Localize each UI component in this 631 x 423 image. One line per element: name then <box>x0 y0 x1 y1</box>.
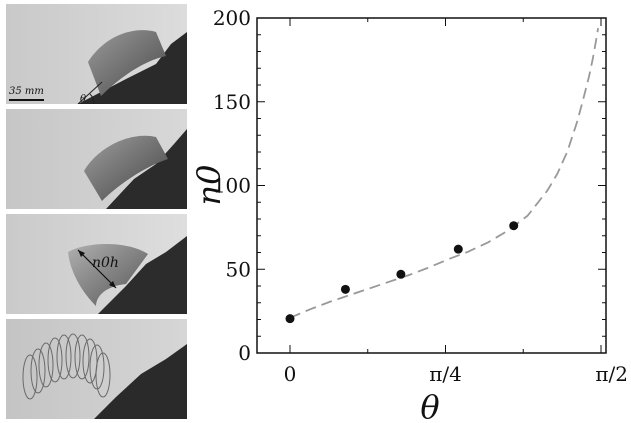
length-label: n0h <box>92 255 119 271</box>
data-point <box>396 269 406 279</box>
length-arrow <box>77 249 117 289</box>
data-point <box>285 314 295 324</box>
scale-bar <box>9 99 44 101</box>
tick-labels: 0 50 100 150 200 0 π/4 π/2 <box>213 6 628 386</box>
data-points <box>285 221 519 324</box>
photo-panel-1-image: 35 mm θ <box>6 4 187 104</box>
photo-panel-4 <box>6 319 187 419</box>
y-tick-label: 0 <box>238 341 251 365</box>
y-tick-label: 200 <box>213 6 251 30</box>
photo-panel-1: 35 mm θ <box>6 4 187 104</box>
x-tick-label: 0 <box>284 362 297 386</box>
y-tick-label: 150 <box>213 90 251 114</box>
angle-label: θ <box>80 94 86 104</box>
scale-label: 35 mm <box>9 86 44 97</box>
x-tick-label: π/2 <box>595 362 628 386</box>
x-axis-label: θ <box>420 388 439 423</box>
model-curve-line <box>289 27 599 319</box>
photo-panel-2-image <box>6 109 187 209</box>
photo-panel-3: n0h <box>6 214 187 314</box>
y-tick-label: 50 <box>226 257 251 281</box>
y-tick-label: 100 <box>213 174 251 198</box>
x-tick-label: π/4 <box>429 362 462 386</box>
photo-panel-4-image <box>6 319 187 419</box>
data-point <box>509 221 519 231</box>
data-point <box>340 284 350 294</box>
model-curve <box>289 27 599 319</box>
photo-panels: 35 mm θ <box>6 4 187 419</box>
photo-panel-2 <box>6 109 187 209</box>
axis-ticks <box>257 17 606 354</box>
data-point <box>453 244 463 254</box>
photo-panel-3-image: n0h <box>6 214 187 314</box>
plot-frame <box>256 17 607 354</box>
y-axis-label: n0 <box>190 165 228 206</box>
